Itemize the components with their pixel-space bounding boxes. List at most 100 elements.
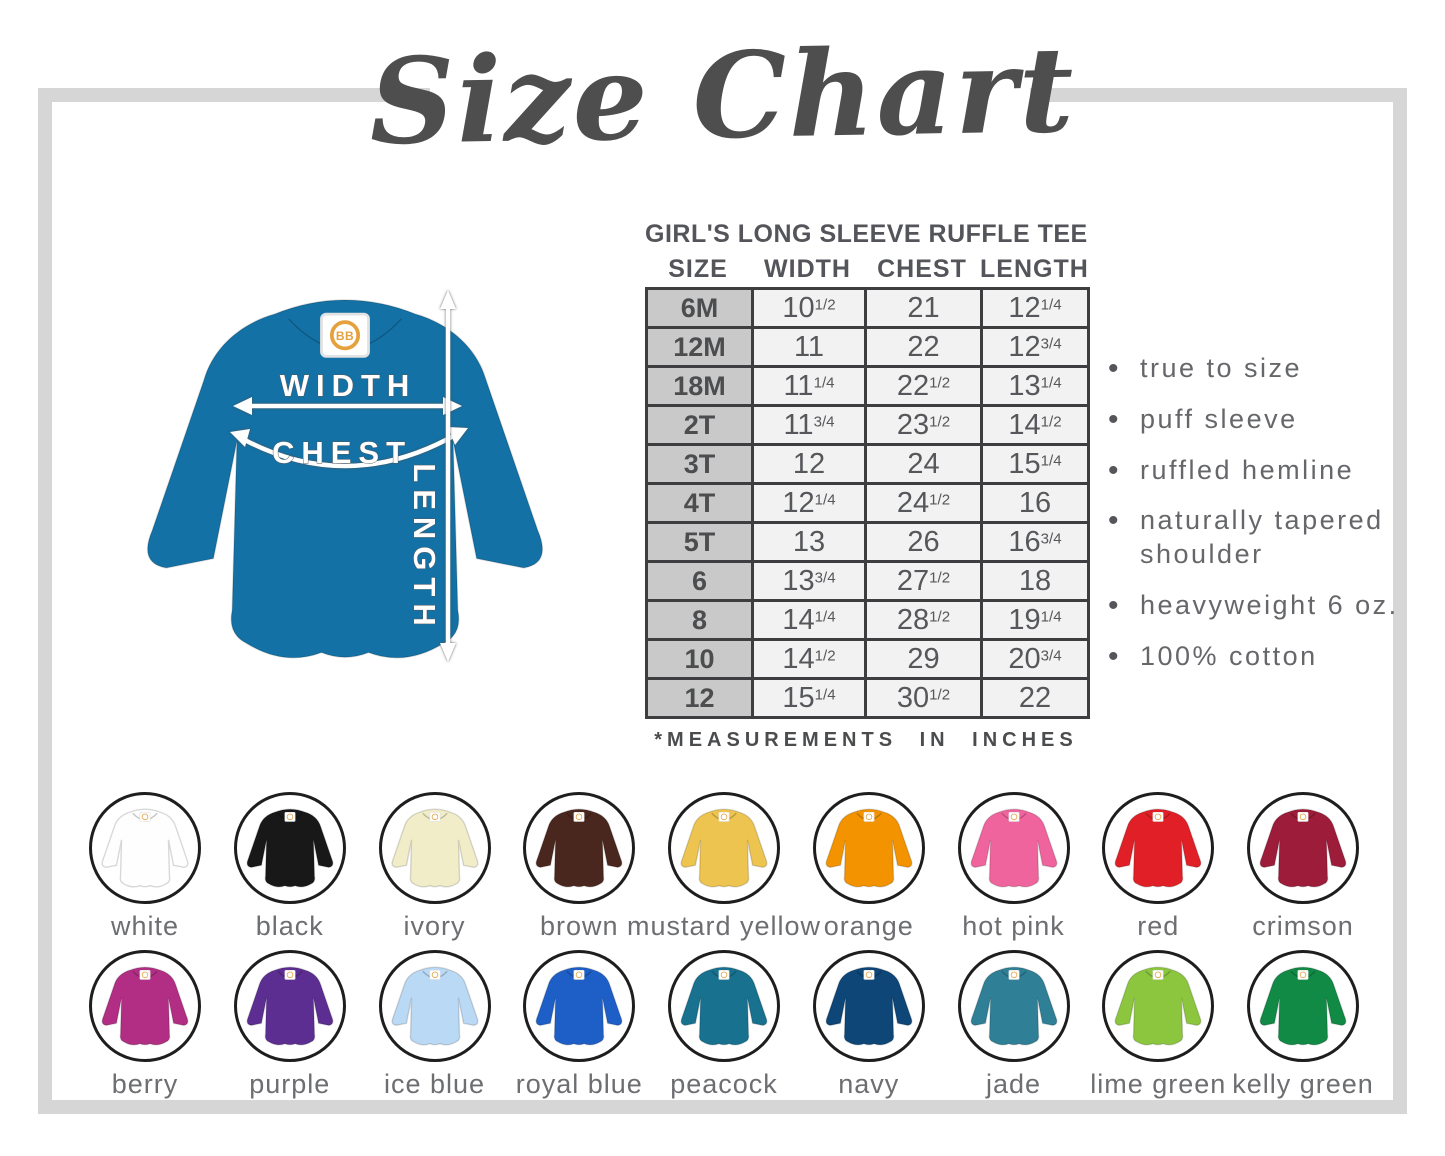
table-row: 2T 113/4 231/2 141/2 (645, 404, 1090, 446)
table-row: 12M 11 22 123/4 (645, 326, 1090, 368)
swatch-shirt-icon (963, 799, 1065, 901)
size-cell: 12M (645, 326, 754, 368)
value-cell: 151/4 (980, 443, 1090, 485)
value-cell: 231/2 (864, 404, 983, 446)
color-swatch-berry: berry (78, 950, 212, 1100)
table-row: 6 133/4 271/2 18 (645, 560, 1090, 602)
hero-shirt (148, 300, 543, 658)
value-cell: 141/4 (751, 599, 867, 641)
value-cell: 21 (864, 287, 983, 329)
feature-item: true to size (1108, 350, 1402, 387)
size-cell: 6 (645, 560, 754, 602)
table-row: 5T 13 26 163/4 (645, 521, 1090, 563)
value-cell: 22 (864, 326, 983, 368)
table-row: 6M 101/2 21 121/4 (645, 287, 1090, 329)
swatch-shirt-icon (818, 957, 920, 1059)
swatch-circle (523, 950, 636, 1062)
size-table-body: 6M 101/2 21 121/4 12M 11 22 123/4 18M 111/4 221/2 1… (645, 287, 1090, 719)
color-swatch-purple: purple (223, 950, 357, 1100)
swatch-shirt-icon (94, 957, 196, 1059)
swatch-label: jade (985, 1069, 1042, 1099)
value-cell: 141/2 (751, 638, 867, 680)
frame-border-left (38, 88, 52, 1114)
swatch-circle (233, 950, 346, 1062)
swatch-label: orange (823, 911, 914, 941)
color-swatch-mustard-yellow: mustard yellow (627, 792, 820, 942)
swatch-circle (957, 950, 1070, 1062)
color-swatch-white: white (78, 792, 212, 942)
table-row: 8 141/4 281/2 191/4 (645, 599, 1090, 641)
swatch-shirt-icon (1107, 799, 1209, 901)
swatch-shirt-icon (1107, 957, 1209, 1059)
value-cell: 11 (751, 326, 867, 368)
size-cell: 12 (645, 677, 754, 719)
features-list: true to size puff sleeve ruffled hemline na… (1108, 350, 1402, 690)
swatch-shirt-icon (1252, 799, 1354, 901)
swatch-shirt-icon (963, 957, 1065, 1059)
value-cell: 121/4 (980, 287, 1090, 329)
color-swatch-kelly-green: kelly green (1232, 950, 1373, 1100)
size-cell: 18M (645, 365, 754, 407)
value-cell: 163/4 (980, 521, 1090, 563)
value-cell: 203/4 (980, 638, 1090, 680)
swatch-circle (378, 950, 491, 1062)
size-cell: 4T (645, 482, 754, 524)
swatch-label: peacock (670, 1069, 778, 1099)
color-swatch-royal-blue: royal blue (512, 950, 646, 1100)
swatch-row-1: white black ivory brown mustard yellow orange… (78, 792, 1370, 942)
swatch-label: navy (838, 1069, 900, 1099)
size-cell: 10 (645, 638, 754, 680)
color-swatch-lime-green: lime green (1090, 950, 1227, 1100)
color-swatch-orange: orange (802, 792, 936, 942)
feature-item: 100% cotton (1108, 638, 1402, 675)
size-table-section: GIRL'S LONG SLEEVE RUFFLE TEE SIZE WIDTH… (645, 220, 1090, 752)
swatch-label: royal blue (515, 1069, 643, 1099)
table-column-headers: SIZE WIDTH CHEST LENGTH (645, 255, 1088, 284)
swatch-shirt-icon (239, 957, 341, 1059)
color-swatch-peacock: peacock (657, 950, 791, 1100)
swatch-shirt-icon (94, 799, 196, 901)
swatch-label: hot pink (962, 911, 1065, 941)
swatch-label: ivory (403, 911, 466, 941)
swatch-label: white (110, 911, 180, 941)
value-cell: 26 (864, 521, 983, 563)
frame-border-top-left (38, 88, 430, 102)
size-cell: 2T (645, 404, 754, 446)
chest-label: CHEST (272, 435, 412, 470)
value-cell: 123/4 (980, 326, 1090, 368)
value-cell: 16 (980, 482, 1090, 524)
measurements-note: *MEASUREMENTS IN INCHES (654, 729, 1078, 751)
swatch-label: ice blue (383, 1069, 486, 1099)
swatch-circle (1247, 950, 1359, 1062)
size-cell: 3T (645, 443, 754, 485)
swatch-shirt-icon (528, 957, 630, 1059)
color-swatch-crimson: crimson (1236, 792, 1370, 942)
color-swatch-ivory: ivory (368, 792, 502, 942)
table-heading: GIRL'S LONG SLEEVE RUFFLE TEE (645, 220, 1088, 248)
swatch-row-2: berry purple ice blue royal blue peacock navy… (78, 950, 1373, 1100)
value-cell: 113/4 (751, 404, 867, 446)
color-swatch-red: red (1091, 792, 1225, 942)
size-cell: 8 (645, 599, 754, 641)
swatch-shirt-icon (384, 957, 486, 1059)
value-cell: 281/2 (864, 599, 983, 641)
swatch-circle (1102, 950, 1215, 1062)
size-cell: 5T (645, 521, 754, 563)
frame-border-bottom (38, 1100, 1407, 1114)
chest-arrow (230, 427, 468, 469)
swatch-label: crimson (1252, 911, 1354, 941)
column-header-size: SIZE (668, 255, 728, 283)
table-row: 10 141/2 29 203/4 (645, 638, 1090, 680)
swatch-circle (233, 792, 346, 904)
value-cell: 221/2 (864, 365, 983, 407)
value-cell: 191/4 (980, 599, 1090, 641)
color-swatch-navy: navy (802, 950, 936, 1100)
value-cell: 22 (980, 677, 1090, 719)
swatch-shirt-icon (528, 799, 630, 901)
color-swatch-black: black (223, 792, 357, 942)
page-title: Size Chart (368, 19, 1077, 172)
swatch-circle (957, 792, 1070, 904)
swatch-label: lime green (1090, 1069, 1227, 1099)
value-cell: 24 (864, 443, 983, 485)
length-arrow (440, 290, 456, 662)
